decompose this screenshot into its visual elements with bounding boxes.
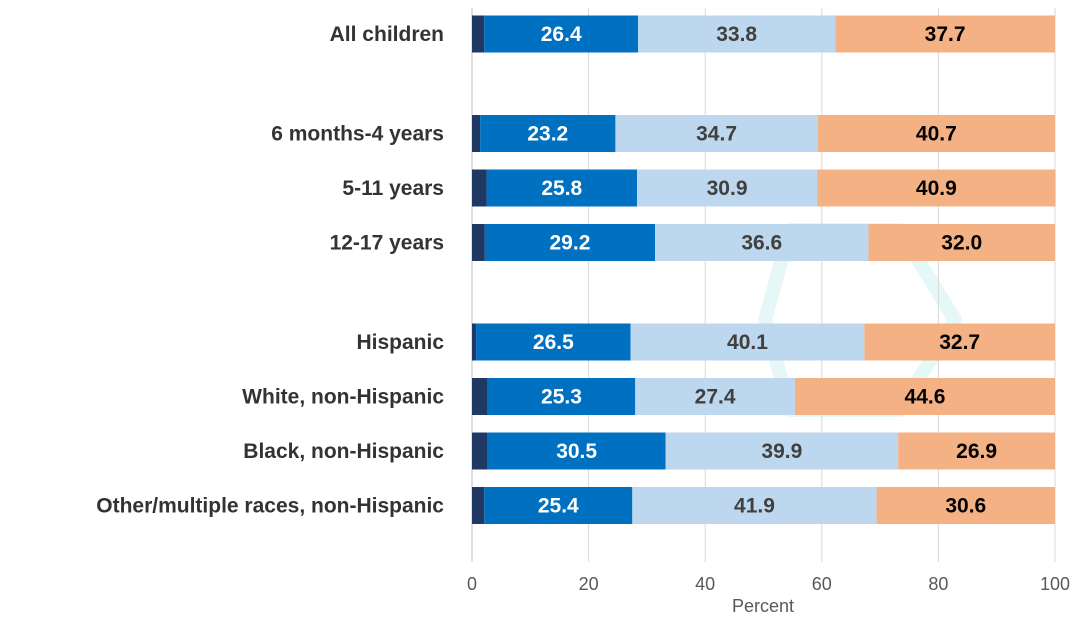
data-label-s3-r7: 30.6 xyxy=(945,495,986,518)
bar-segment-s0-r4 xyxy=(472,323,477,361)
x-axis-ticks: 0 20 40 60 80 100 xyxy=(467,574,1070,594)
bar-segment-s0-r6 xyxy=(472,432,488,470)
bar-segment-s3-r0 xyxy=(835,15,1055,53)
bar-segment-s3-r2 xyxy=(817,169,1056,207)
data-label-s2-r3: 36.6 xyxy=(741,232,782,255)
data-label-s1-r5: 25.3 xyxy=(541,386,582,409)
data-label-s1-r6: 30.5 xyxy=(556,440,597,463)
x-tick-label-20: 20 xyxy=(579,574,599,594)
bar-segment-s1-r6 xyxy=(487,432,666,470)
data-label-s3-r2: 40.9 xyxy=(916,177,957,200)
bar-segment-s0-r7 xyxy=(472,487,485,524)
category-label-2: 5-11 years xyxy=(342,177,444,200)
data-label-s3-r6: 26.9 xyxy=(956,440,997,463)
bar-segment-s3-r5 xyxy=(794,378,1055,415)
bar-segment-s2-r5 xyxy=(635,378,795,415)
data-label-s3-r1: 40.7 xyxy=(916,123,957,146)
data-label-s1-r1: 23.2 xyxy=(527,123,568,146)
gridlines xyxy=(471,8,1056,562)
bar-segment-s3-r4 xyxy=(864,323,1055,361)
data-label-s1-r2: 25.8 xyxy=(541,177,582,200)
data-label-s2-r0: 33.8 xyxy=(716,23,757,46)
bar-segment-s2-r7 xyxy=(632,487,877,524)
category-label-5: White, non-Hispanic xyxy=(242,386,444,409)
bar-segment-s1-r5 xyxy=(487,378,636,415)
bar-segment-s3-r1 xyxy=(817,115,1055,152)
x-tick-label-80: 80 xyxy=(928,574,948,594)
bar-segment-s3-r7 xyxy=(876,487,1055,524)
data-label-s1-r4: 26.5 xyxy=(533,331,574,354)
bar-segment-s0-r1 xyxy=(472,115,481,152)
x-axis-title: Percent xyxy=(732,596,794,616)
x-tick-label-60: 60 xyxy=(812,574,832,594)
data-label-s2-r5: 27.4 xyxy=(695,386,736,409)
bars-layer: 26.4 33.8 37.7 23.2 34.7 40.7 25.8 30.9 40.9 29.2… xyxy=(472,15,1056,524)
bar-segment-s3-r3 xyxy=(868,224,1055,261)
bar-segment-s1-r4 xyxy=(476,323,631,361)
data-label-s2-r4: 40.1 xyxy=(727,331,768,354)
bar-segment-s2-r3 xyxy=(655,224,869,261)
x-tick-label-100: 100 xyxy=(1040,574,1070,594)
bar-segment-s0-r5 xyxy=(472,378,488,415)
bar-segment-s0-r0 xyxy=(472,15,485,53)
category-labels: All children 6 months-4 years 5-11 years 12… xyxy=(96,23,444,518)
bar-segment-s1-r0 xyxy=(484,15,639,53)
data-label-s1-r3: 29.2 xyxy=(550,232,591,255)
x-tick-label-40: 40 xyxy=(695,574,715,594)
category-label-0: All children xyxy=(330,23,444,46)
data-label-s1-r0: 26.4 xyxy=(541,23,582,46)
bar-segment-s0-r3 xyxy=(472,224,485,261)
bar-segment-s3-r6 xyxy=(898,432,1055,470)
category-label-4: Hispanic xyxy=(356,331,444,354)
bar-segment-s1-r1 xyxy=(480,115,616,152)
category-label-1: 6 months-4 years xyxy=(271,123,444,146)
bar-segment-s2-r6 xyxy=(665,432,899,470)
bar-segment-s1-r2 xyxy=(486,169,637,207)
category-label-6: Black, non-Hispanic xyxy=(243,440,444,463)
bar-segment-s1-r3 xyxy=(484,224,656,261)
data-label-s2-r2: 30.9 xyxy=(707,177,748,200)
bar-segment-s2-r2 xyxy=(636,169,818,207)
bar-segment-s2-r0 xyxy=(638,15,836,53)
x-tick-label-0: 0 xyxy=(467,574,477,594)
category-label-3: 12-17 years xyxy=(330,232,444,255)
data-label-s3-r0: 37.7 xyxy=(925,23,966,46)
data-label-s3-r5: 44.6 xyxy=(905,386,946,409)
bar-segment-s1-r7 xyxy=(484,487,633,524)
data-label-s2-r6: 39.9 xyxy=(761,440,802,463)
bar-segment-s2-r4 xyxy=(630,323,865,361)
category-label-7: Other/multiple races, non-Hispanic xyxy=(96,495,444,518)
data-label-s3-r4: 32.7 xyxy=(939,331,980,354)
data-label-s2-r7: 41.9 xyxy=(734,495,775,518)
data-label-s3-r3: 32.0 xyxy=(941,232,982,255)
data-label-s1-r7: 25.4 xyxy=(538,495,579,518)
bar-segment-s2-r1 xyxy=(615,115,818,152)
data-label-s2-r1: 34.7 xyxy=(696,123,737,146)
bar-segment-s0-r2 xyxy=(472,169,487,207)
